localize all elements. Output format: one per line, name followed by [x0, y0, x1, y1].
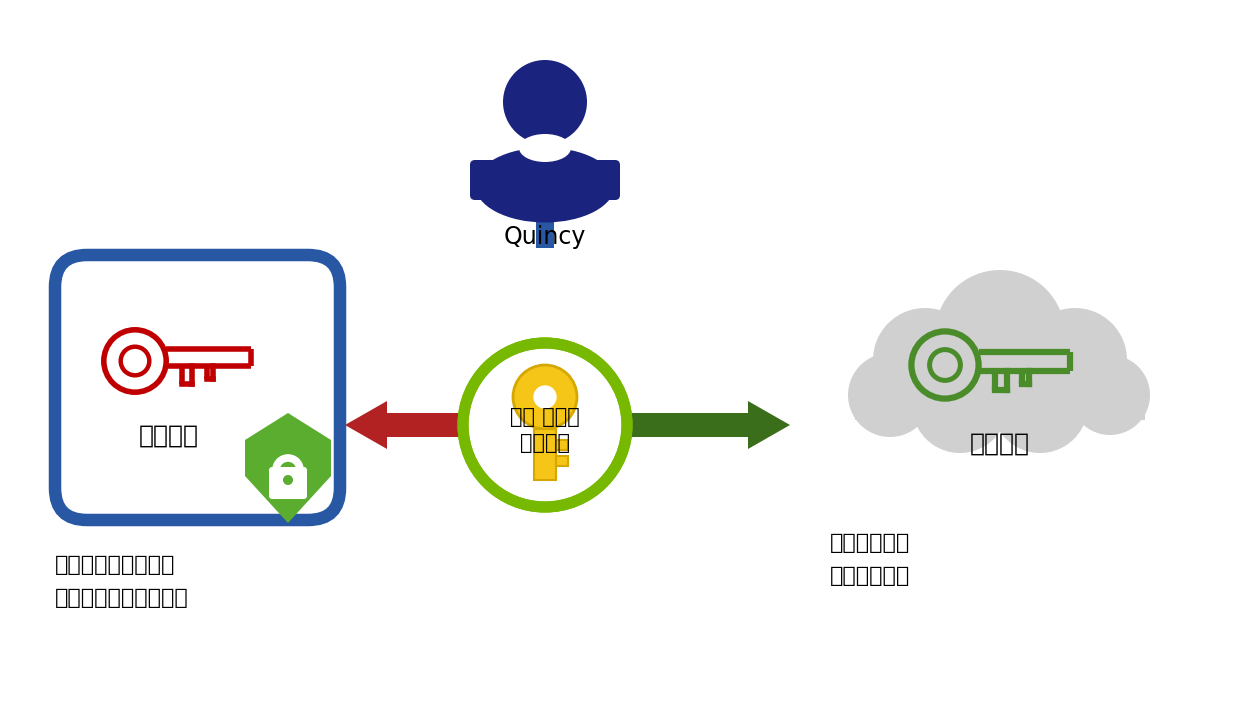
- Bar: [556, 440, 568, 450]
- Circle shape: [1070, 355, 1151, 435]
- Ellipse shape: [475, 147, 615, 223]
- Text: 成ツール: 成ツール: [520, 433, 570, 453]
- Text: 公開キー: 公開キー: [970, 432, 1030, 456]
- Circle shape: [503, 60, 587, 144]
- Text: 公開キーは共: 公開キーは共: [830, 533, 910, 553]
- Circle shape: [283, 475, 293, 485]
- Circle shape: [873, 308, 977, 412]
- FancyBboxPatch shape: [55, 255, 341, 520]
- Circle shape: [535, 386, 556, 408]
- FancyArrow shape: [346, 401, 458, 449]
- FancyBboxPatch shape: [535, 429, 556, 480]
- Circle shape: [911, 357, 1008, 453]
- Circle shape: [513, 365, 577, 429]
- FancyBboxPatch shape: [269, 467, 307, 499]
- FancyArrow shape: [525, 191, 566, 248]
- Ellipse shape: [520, 134, 571, 162]
- Bar: [556, 456, 568, 466]
- Polygon shape: [855, 380, 1146, 420]
- Text: キー ペア生: キー ペア生: [510, 407, 580, 427]
- Circle shape: [463, 343, 627, 507]
- Text: 有できます。: 有できます。: [830, 566, 910, 586]
- Circle shape: [848, 353, 931, 437]
- FancyBboxPatch shape: [470, 160, 620, 200]
- Text: 秘密キーは安全に保: 秘密キーは安全に保: [55, 555, 175, 575]
- Text: 管する必要があります: 管する必要があります: [55, 588, 189, 608]
- FancyArrow shape: [632, 401, 790, 449]
- Circle shape: [1023, 308, 1127, 412]
- Circle shape: [992, 357, 1088, 453]
- Circle shape: [935, 270, 1065, 400]
- Text: 秘密キー: 秘密キー: [139, 423, 199, 447]
- Polygon shape: [245, 413, 331, 523]
- Text: Quincy: Quincy: [503, 225, 586, 249]
